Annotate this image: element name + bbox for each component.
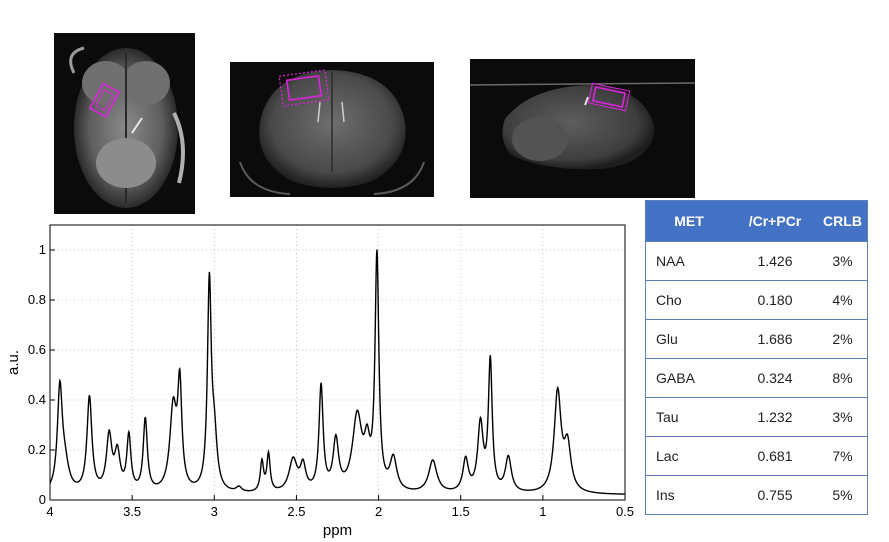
header-ratio: /Cr+PCr bbox=[732, 200, 818, 242]
table-row: Lac 0.681 7% bbox=[645, 436, 868, 476]
table-row: NAA 1.426 3% bbox=[645, 241, 868, 281]
x-tick-label: 3 bbox=[211, 504, 218, 519]
crlb-value: 3% bbox=[818, 241, 868, 281]
sagittal-mri-image bbox=[470, 59, 695, 198]
cr-pcr-ratio: 0.180 bbox=[732, 280, 818, 320]
table-header-row: MET /Cr+PCr CRLB bbox=[645, 200, 868, 242]
table-row: Glu 1.686 2% bbox=[645, 319, 868, 359]
x-axis-label: ppm bbox=[323, 522, 352, 539]
x-tick-label: 0.5 bbox=[616, 504, 634, 519]
table-row: Tau 1.232 3% bbox=[645, 397, 868, 437]
cr-pcr-ratio: 0.324 bbox=[732, 358, 818, 398]
metabolite-name: Tau bbox=[645, 397, 732, 437]
spectrum-line bbox=[49, 249, 626, 495]
plot-frame bbox=[49, 224, 626, 501]
metabolite-name: Glu bbox=[645, 319, 732, 359]
metabolite-name: NAA bbox=[645, 241, 732, 281]
header-crlb: CRLB bbox=[818, 200, 868, 242]
crlb-value: 3% bbox=[818, 397, 868, 437]
y-tick-label: 0.4 bbox=[28, 392, 46, 407]
y-tick-label: 0.8 bbox=[28, 292, 46, 307]
coronal-mri-image bbox=[230, 62, 434, 197]
grid-lines bbox=[50, 225, 625, 500]
x-tick-label: 2.5 bbox=[287, 504, 305, 519]
axial-mri-image bbox=[54, 33, 195, 214]
x-tick-label: 2 bbox=[375, 504, 382, 519]
crlb-value: 8% bbox=[818, 358, 868, 398]
metabolite-name: GABA bbox=[645, 358, 732, 398]
metabolite-table: MET /Cr+PCr CRLB NAA 1.426 3% Cho 0.180 4% Glu… bbox=[645, 200, 868, 515]
metabolite-name: Ins bbox=[645, 475, 732, 515]
y-tick-label: 0.2 bbox=[28, 442, 46, 457]
cr-pcr-ratio: 0.681 bbox=[732, 436, 818, 476]
x-tick-label: 4 bbox=[46, 504, 53, 519]
mrs-spectrum-chart: 4 3.5 3 2.5 2 1.5 1 0.5 0 0.2 0.4 0.6 0.8 1 ppm a.u. bbox=[5, 224, 634, 539]
metabolite-name: Cho bbox=[645, 280, 732, 320]
cr-pcr-ratio: 1.426 bbox=[732, 241, 818, 281]
header-met: MET bbox=[645, 200, 732, 242]
table-row: GABA 0.324 8% bbox=[645, 358, 868, 398]
x-tick-label: 3.5 bbox=[123, 504, 141, 519]
x-tick-label: 1.5 bbox=[452, 504, 470, 519]
y-tick-label: 1 bbox=[39, 242, 46, 257]
metabolite-name: Lac bbox=[645, 436, 732, 476]
cr-pcr-ratio: 1.686 bbox=[732, 319, 818, 359]
cr-pcr-ratio: 1.232 bbox=[732, 397, 818, 437]
cr-pcr-ratio: 0.755 bbox=[732, 475, 818, 515]
y-tick-label: 0.6 bbox=[28, 342, 46, 357]
x-tick-label: 1 bbox=[539, 504, 546, 519]
y-tick-label: 0 bbox=[39, 492, 46, 507]
crlb-value: 4% bbox=[818, 280, 868, 320]
table-row: Ins 0.755 5% bbox=[645, 475, 868, 515]
table-row: Cho 0.180 4% bbox=[645, 280, 868, 320]
y-axis-label: a.u. bbox=[5, 350, 22, 375]
crlb-value: 5% bbox=[818, 475, 868, 515]
crlb-value: 7% bbox=[818, 436, 868, 476]
voxel-outline bbox=[88, 82, 121, 118]
crlb-value: 2% bbox=[818, 319, 868, 359]
